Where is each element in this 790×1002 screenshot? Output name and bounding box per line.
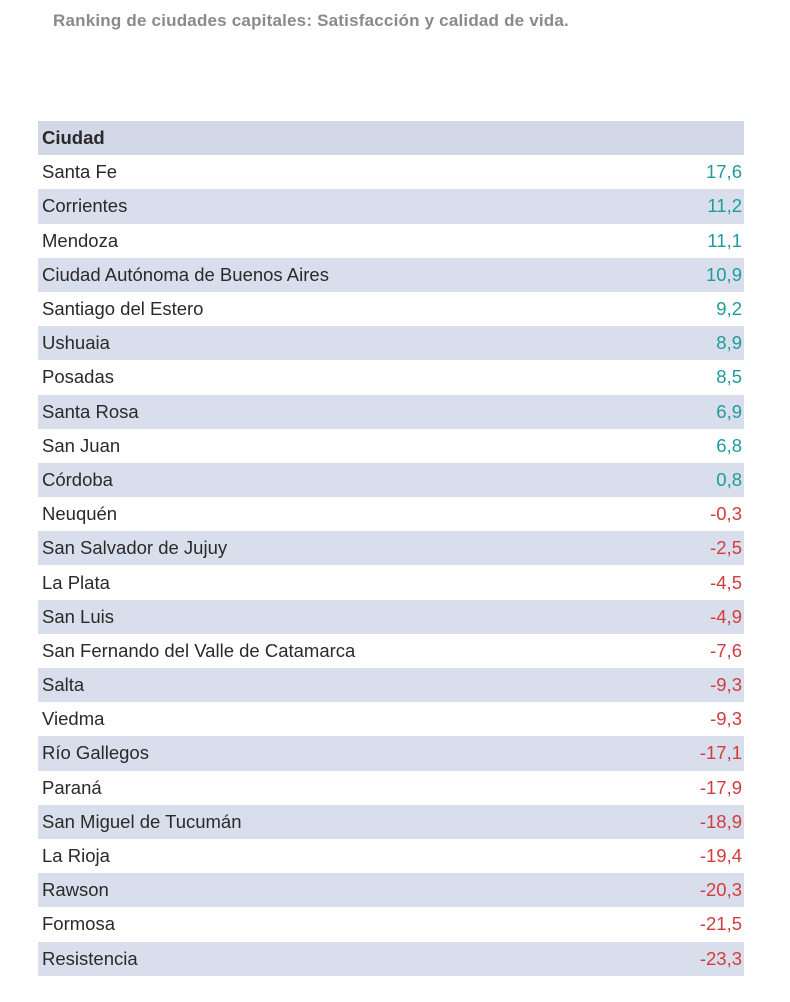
score-value-cell: 8,9 — [716, 332, 742, 354]
table-row: San Salvador de Jujuy -2,5 — [38, 531, 744, 566]
city-name-cell: Santa Rosa — [42, 400, 139, 422]
score-value-cell: -20,3 — [699, 879, 742, 901]
score-value-cell: 9,2 — [716, 298, 742, 320]
city-name-cell: San Salvador de Jujuy — [42, 537, 228, 559]
score-value-cell: -19,4 — [699, 845, 742, 867]
city-name-cell: Paraná — [42, 776, 102, 798]
score-value-cell: 10,9 — [705, 263, 742, 285]
score-value-cell: -9,3 — [710, 708, 742, 730]
city-name-cell: San Miguel de Tucumán — [42, 810, 242, 832]
city-name-cell: Salta — [42, 674, 85, 696]
score-value-cell: 11,1 — [707, 229, 742, 251]
table-row: Córdoba 0,8 — [38, 462, 744, 498]
score-value-cell: 17,6 — [705, 161, 742, 183]
page-title: Ranking de ciudades capitales: Satisfacc… — [53, 11, 569, 30]
score-value-cell: -9,3 — [710, 674, 742, 696]
table-row: Ciudad Autónoma de Buenos Aires 10,9 — [38, 257, 744, 292]
city-name-cell: San Fernando del Valle de Catamarca — [42, 639, 356, 661]
city-name-cell: San Luis — [42, 605, 114, 627]
city-name-cell: La Plata — [42, 571, 110, 593]
ranking-table: Ciudad Santa Fe 17,6 Corrientes 11,2 Mendoza… — [38, 121, 744, 976]
city-name-cell: Posadas — [42, 366, 114, 388]
city-name-cell: Ushuaia — [42, 332, 110, 354]
city-name-cell: Neuquén — [42, 503, 118, 525]
score-value-cell: -0,3 — [710, 503, 742, 525]
table-row: Resistencia -23,3 — [38, 941, 744, 976]
table-row: Santa Fe 17,6 — [38, 155, 744, 190]
table-row: Ushuaia 8,9 — [38, 326, 744, 361]
score-value-cell: -23,3 — [699, 947, 742, 969]
table-row: Posadas 8,5 — [38, 360, 744, 395]
city-name-cell: Mendoza — [42, 229, 119, 251]
city-name-cell: Viedma — [42, 708, 105, 730]
table-header-row: Ciudad — [38, 121, 744, 156]
table-row: Viedma -9,3 — [38, 702, 744, 737]
score-value-cell: -18,9 — [699, 810, 742, 832]
table-row: Río Gallegos -17,1 — [38, 736, 744, 771]
table-row: San Luis -4,9 — [38, 599, 744, 634]
column-header-city: Ciudad — [38, 121, 644, 156]
city-name-cell: La Rioja — [42, 845, 110, 867]
score-value-cell: -2,5 — [710, 537, 742, 559]
score-value-cell: 11,2 — [707, 195, 742, 217]
city-name-cell: Río Gallegos — [42, 742, 149, 764]
table-row: Rawson -20,3 — [38, 873, 744, 908]
score-value-cell: 8,5 — [716, 366, 742, 388]
score-value-cell: 6,8 — [716, 434, 742, 456]
score-value-cell: 0,8 — [716, 468, 742, 490]
table-row: Corrientes 11,2 — [38, 189, 744, 224]
city-name-cell: Formosa — [42, 913, 115, 935]
table-row: Neuquén -0,3 — [38, 497, 744, 532]
table-row: San Miguel de Tucumán -18,9 — [38, 804, 744, 839]
column-header-value — [644, 121, 744, 156]
city-name-cell: Corrientes — [42, 195, 128, 217]
score-value-cell: -17,1 — [699, 742, 742, 764]
score-value-cell: -4,5 — [710, 571, 742, 593]
table-row: San Juan 6,8 — [38, 428, 744, 463]
table-row: Salta -9,3 — [38, 668, 744, 703]
table-body: Santa Fe 17,6 Corrientes 11,2 Mendoza 11,1 Ciu… — [38, 155, 744, 976]
score-value-cell: 6,9 — [716, 400, 742, 422]
table-row: Santiago del Estero 9,2 — [38, 291, 744, 327]
table-row: La Rioja -19,4 — [38, 838, 744, 874]
score-value-cell: -4,9 — [710, 605, 742, 627]
city-name-cell: San Juan — [42, 434, 121, 456]
table-row: Mendoza 11,1 — [38, 223, 744, 258]
table-row: San Fernando del Valle de Catamarca -7,6 — [38, 633, 744, 668]
city-name-cell: Santa Fe — [42, 161, 118, 183]
city-name-cell: Santiago del Estero — [42, 298, 204, 320]
table-row: Santa Rosa 6,9 — [38, 394, 744, 429]
city-name-cell: Córdoba — [42, 468, 113, 490]
city-name-cell: Ciudad Autónoma de Buenos Aires — [42, 263, 329, 285]
table-row: Paraná -17,9 — [38, 770, 744, 805]
table-row: La Plata -4,5 — [38, 565, 744, 600]
table-row: Formosa -21,5 — [38, 907, 744, 942]
score-value-cell: -21,5 — [699, 913, 742, 935]
score-value-cell: -17,9 — [699, 776, 742, 798]
city-name-cell: Resistencia — [42, 947, 138, 969]
city-name-cell: Rawson — [42, 879, 109, 901]
score-value-cell: -7,6 — [710, 639, 742, 661]
